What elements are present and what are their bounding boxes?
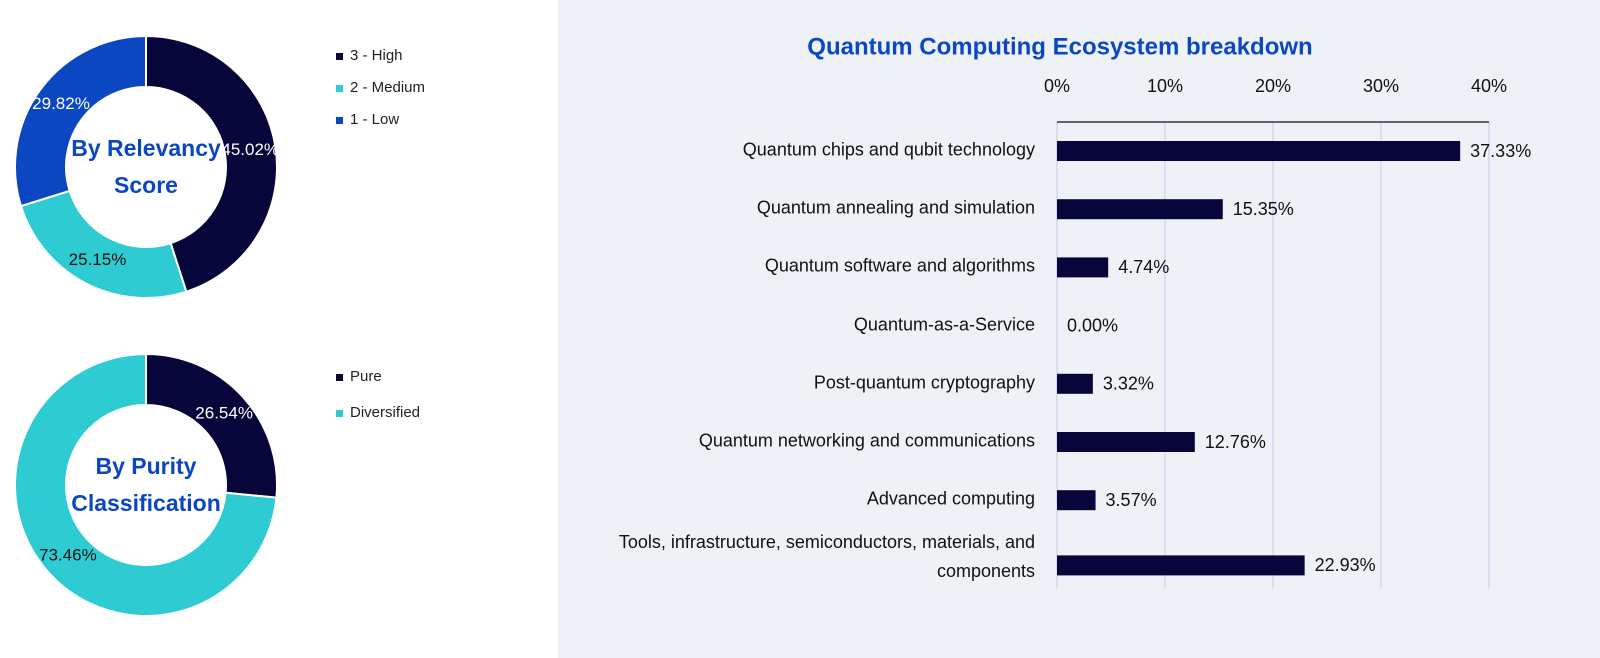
bar bbox=[1057, 490, 1096, 511]
category-label: Quantum chips and qubit technology bbox=[742, 139, 1035, 160]
category-label: Quantum annealing and simulation bbox=[756, 197, 1035, 218]
bar bbox=[1057, 373, 1093, 394]
x-tick-label: 20% bbox=[1255, 76, 1291, 96]
bar-value-label: 3.57% bbox=[1106, 490, 1157, 510]
bar-value-label: 4.74% bbox=[1118, 257, 1169, 277]
bar bbox=[1057, 141, 1461, 161]
chart-title: Quantum Computing Ecosystem breakdown bbox=[807, 33, 1312, 60]
slice-label: 26.54% bbox=[195, 404, 253, 423]
bar-value-label: 22.93% bbox=[1315, 555, 1376, 575]
legend-marker bbox=[336, 374, 343, 381]
slice-label: 73.46% bbox=[39, 545, 97, 564]
category-label: Quantum networking and communications bbox=[698, 430, 1035, 451]
legend-label: Pure bbox=[350, 368, 382, 385]
bar-value-label: 15.35% bbox=[1233, 199, 1294, 219]
donut-slice bbox=[145, 352, 278, 499]
bar bbox=[1057, 257, 1109, 278]
x-tick-label: 10% bbox=[1147, 76, 1183, 96]
donut-slice bbox=[19, 189, 188, 299]
category-label: Quantum-as-a-Service bbox=[853, 314, 1035, 335]
bar-value-label: 12.76% bbox=[1205, 432, 1266, 452]
category-label: Advanced computing bbox=[866, 488, 1035, 509]
bar bbox=[1057, 432, 1195, 452]
slice-label: 25.15% bbox=[69, 250, 127, 269]
bar bbox=[1057, 199, 1223, 220]
x-tick-label: 0% bbox=[1044, 76, 1070, 96]
donut-center-text: By Relevancy Score bbox=[71, 135, 221, 198]
category-label: Post-quantum cryptography bbox=[813, 372, 1035, 393]
bar-panel bbox=[558, 0, 1600, 658]
legend-marker bbox=[336, 53, 343, 60]
legend-label: Diversified bbox=[350, 404, 420, 421]
donut-slice bbox=[145, 34, 278, 293]
legend-label: 2 - Medium bbox=[350, 79, 425, 96]
bar-value-label: 3.32% bbox=[1103, 374, 1154, 394]
category-label: Tools, infrastructure, semiconductors, m… bbox=[618, 532, 1035, 582]
legend-label: 3 - High bbox=[350, 47, 403, 64]
x-tick-label: 40% bbox=[1471, 76, 1507, 96]
donut-slice bbox=[14, 352, 278, 617]
bar-value-label: 37.33% bbox=[1470, 141, 1531, 161]
bar-value-label: 0.00% bbox=[1067, 315, 1118, 335]
legend-label: 1 - Low bbox=[350, 111, 399, 128]
legend-marker bbox=[336, 85, 343, 92]
legend-marker bbox=[336, 410, 343, 417]
legend-marker bbox=[336, 117, 343, 124]
category-label: Quantum software and algorithms bbox=[764, 255, 1035, 276]
donut-slice bbox=[14, 34, 147, 208]
donut-center-text: By Purity Classification bbox=[71, 453, 221, 516]
bar bbox=[1057, 555, 1305, 576]
slice-label: 45.02% bbox=[221, 140, 279, 159]
x-tick-label: 30% bbox=[1363, 76, 1399, 96]
slice-label: 29.82% bbox=[32, 94, 90, 113]
